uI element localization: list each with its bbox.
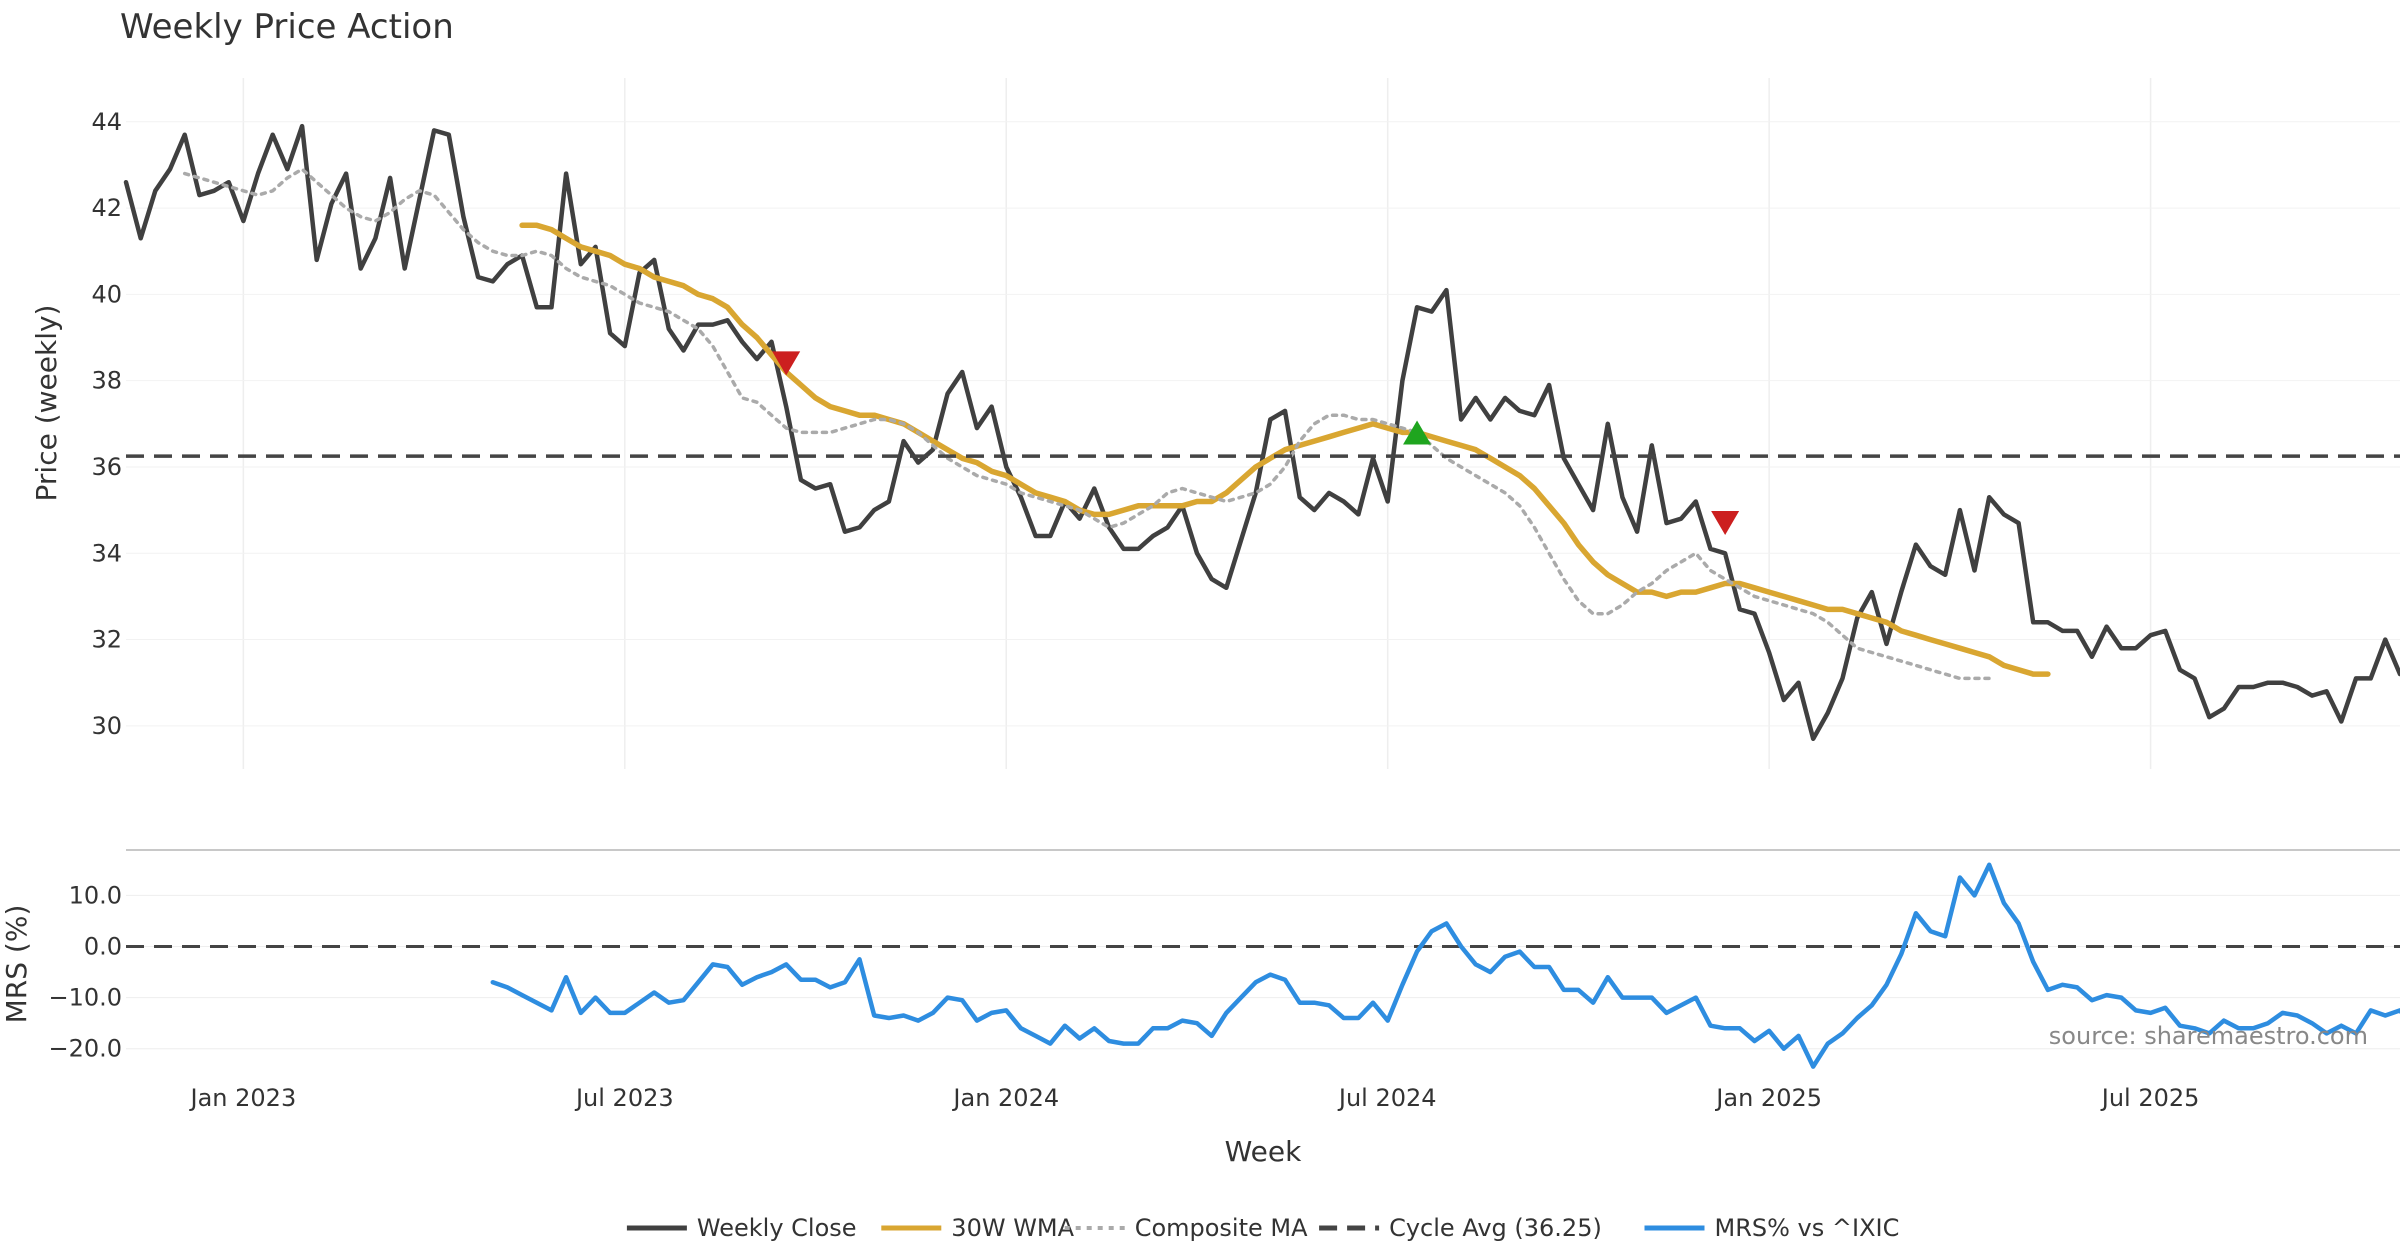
- legend-item: Weekly Close: [626, 1214, 857, 1242]
- series-30w-wma: [519, 222, 2051, 677]
- source-text: source: sharemaestro.com: [2049, 1022, 2368, 1050]
- x-tick-label: Jan 2025: [1714, 1084, 1822, 1112]
- series-weekly-close: [123, 123, 2400, 742]
- price-y-tick-label: 32: [91, 626, 122, 654]
- price-y-tick-label: 38: [91, 367, 122, 395]
- x-tick-label: Jul 2024: [1337, 1084, 1437, 1112]
- mrs-y-tick-label: −20.0: [48, 1035, 122, 1063]
- price-y-tick-label: 36: [91, 453, 122, 481]
- legend-label: 30W WMA: [951, 1214, 1074, 1242]
- price-series: [123, 123, 2400, 742]
- mrs-y-ticks: 10.0 0.0 −10.0 −20.0: [48, 881, 122, 1062]
- legend-label: MRS% vs ^IXIC: [1715, 1214, 1900, 1242]
- chart-title: Weekly Price Action: [120, 7, 454, 47]
- price-y-tick-label: 44: [91, 108, 122, 136]
- mrs-y-axis-label: MRS (%): [0, 905, 33, 1024]
- buy-signal-marker: [1403, 420, 1432, 445]
- mrs-y-tick-label: 0.0: [84, 933, 122, 961]
- signal-markers: [772, 351, 1740, 536]
- grid-lines: [126, 78, 2400, 1050]
- sell-signal-marker: [1711, 511, 1740, 536]
- mrs-series: [126, 862, 2400, 1069]
- x-axis-ticks: Jan 2023 Jul 2023 Jan 2024 Jul 2024 Jan 2025…: [189, 1084, 2200, 1112]
- legend-item: 30W WMA: [881, 1214, 1075, 1242]
- price-y-tick-label: 42: [91, 194, 122, 222]
- legend-item: Cycle Avg (36.25): [1319, 1214, 1602, 1242]
- price-y-tick-label: 30: [91, 712, 122, 740]
- price-y-ticks: 30 32 34 36 38 40 42 44: [91, 108, 122, 740]
- legend-label: Composite MA: [1135, 1214, 1308, 1242]
- x-axis-label: Week: [1225, 1135, 1302, 1168]
- x-tick-label: Jan 2023: [189, 1084, 297, 1112]
- legend-item: MRS% vs ^IXIC: [1644, 1214, 1900, 1242]
- mrs-y-tick-label: 10.0: [69, 881, 122, 909]
- legend-label: Weekly Close: [697, 1214, 857, 1242]
- x-tick-label: Jan 2024: [951, 1084, 1059, 1112]
- legend-item: Composite MA: [1064, 1214, 1308, 1242]
- price-y-tick-label: 40: [91, 280, 122, 308]
- price-y-tick-label: 34: [91, 539, 122, 567]
- series-mrs-vs-ixic: [490, 862, 2400, 1069]
- x-tick-label: Jul 2023: [574, 1084, 674, 1112]
- legend: Weekly Close 30W WMA Composite MA Cycle Avg…: [626, 1214, 1900, 1242]
- price-y-axis-label: Price (weekly): [30, 305, 63, 502]
- legend-label: Cycle Avg (36.25): [1389, 1214, 1602, 1242]
- sell-signal-marker: [772, 351, 801, 376]
- mrs-y-tick-label: −10.0: [48, 984, 122, 1012]
- series-composite-ma: [182, 167, 1991, 681]
- x-tick-label: Jul 2025: [2100, 1084, 2200, 1112]
